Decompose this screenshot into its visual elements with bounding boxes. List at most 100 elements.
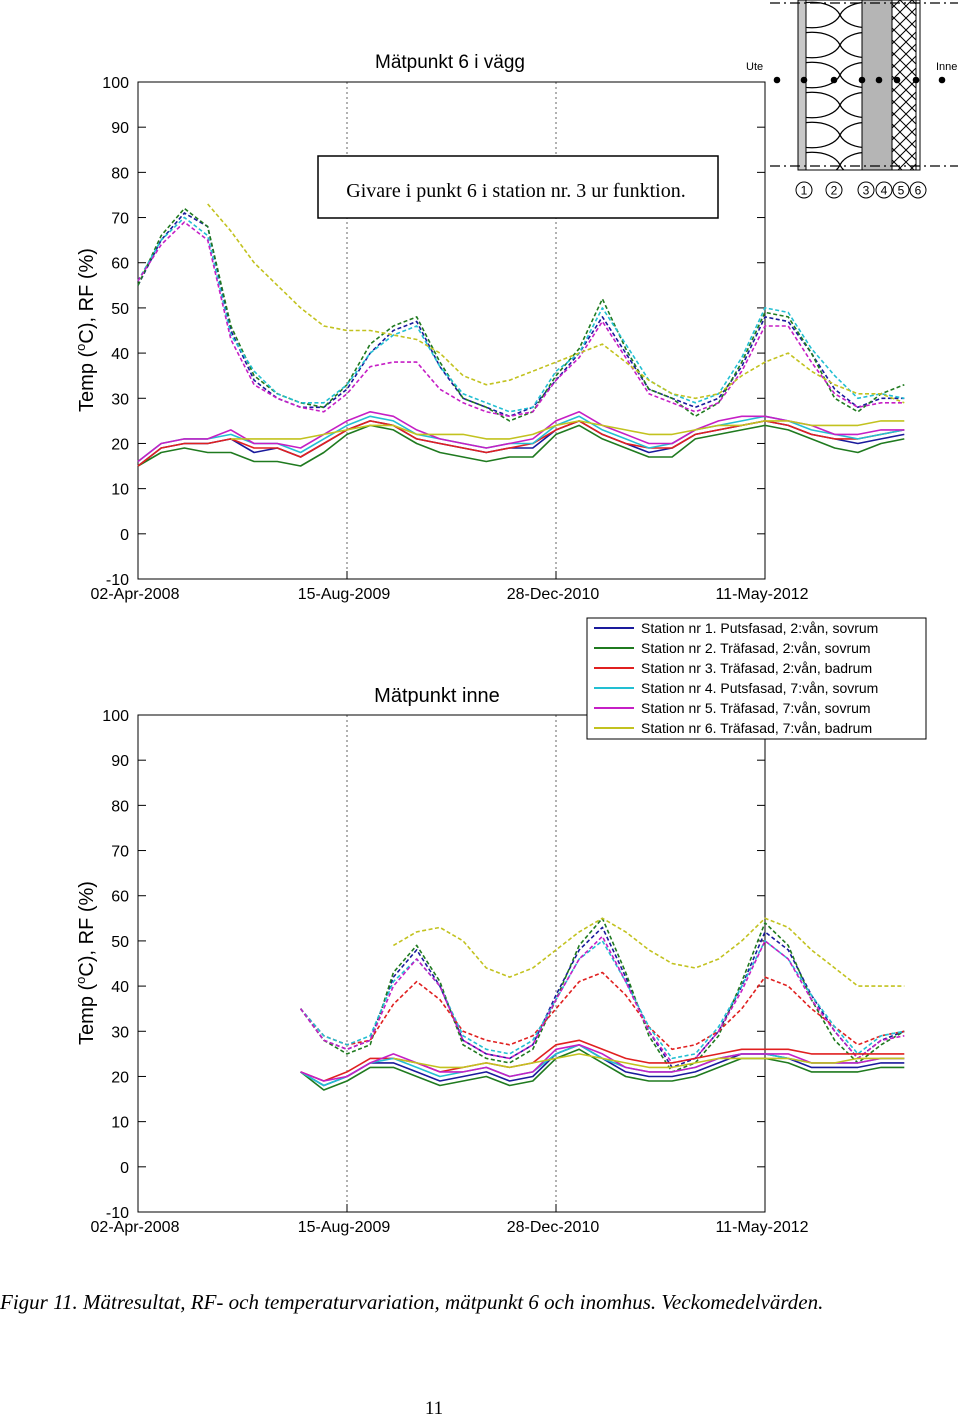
series-group (299, 917, 905, 1091)
series-line-station-2-rf (137, 207, 905, 422)
y-tick-label: 50 (111, 934, 129, 951)
series-line-station-6-temp (393, 1053, 905, 1069)
dot-inne (938, 76, 946, 84)
y-tick-label: 100 (102, 75, 129, 92)
series-line-station-1-rf (137, 212, 905, 418)
y-tick-label: 50 (111, 301, 129, 318)
legend-box (586, 617, 927, 740)
x-tick-label: 28-Dec-2010 (507, 1219, 600, 1236)
series-line-station-3-temp (137, 420, 905, 467)
y-tick-label: 70 (111, 211, 129, 228)
x-tick-label: 02-Apr-2008 (91, 586, 180, 603)
dot-4 (875, 76, 883, 84)
ylabel-sup: o (73, 344, 88, 351)
ute-label: Ute (746, 61, 763, 73)
legend-label-station-6: Station nr 6. Träfasad, 7:vån, badrum (641, 720, 872, 736)
legend-label-station-3: Station nr 3. Träfasad, 2:vån, badrum (641, 660, 872, 676)
x-tick-label: 11-May-2012 (715, 1219, 808, 1236)
y-tick-label: -10 (106, 1205, 129, 1222)
y-tick-label: 10 (111, 1115, 129, 1132)
x-tick-label: 02-Apr-2008 (91, 1219, 180, 1236)
page-number: 11 (424, 1398, 444, 1419)
series-line-station-2-temp (300, 1048, 905, 1091)
x-ticks: 02-Apr-2008 15-Aug-2009 28-Dec-2010 11-May-… (91, 1219, 809, 1236)
grid (137, 714, 766, 1213)
y-tick-label: 30 (111, 1024, 129, 1041)
series-line-station-6-temp (230, 420, 905, 440)
ylabel-rest: C), RF (%) (76, 881, 98, 977)
x-ticks: 02-Apr-2008 15-Aug-2009 28-Dec-2010 11-May-… (91, 586, 809, 603)
legend-label-station-2: Station nr 2. Träfasad, 2:vån, sovrum (641, 640, 871, 656)
y-tick-label: 100 (102, 708, 129, 725)
dot-1 (800, 76, 808, 84)
x-tick-label: 15-Aug-2009 (298, 586, 391, 603)
dot-3 (858, 76, 866, 84)
inne-label: Inne (936, 61, 957, 73)
grid (137, 81, 766, 580)
annotation-text: Givare i punkt 6 i station nr. 3 ur funk… (346, 180, 685, 202)
chart-title: Mätpunkt 6 i vägg (375, 52, 525, 73)
ylabel-base: Temp ( (76, 350, 98, 411)
y-tick-label: 80 (111, 165, 129, 182)
y-tick-label: 60 (111, 256, 129, 273)
y-tick-label: 0 (120, 527, 129, 544)
y-tick-label: 40 (111, 979, 129, 996)
y-tick-label: 90 (111, 753, 129, 770)
y-axis-label: Temp (oC), RF (%) (73, 248, 98, 412)
series-line-station-5-rf (299, 935, 905, 1064)
point-marker-3 (857, 181, 875, 199)
y-axis-label: Temp (oC), RF (%) (73, 881, 98, 1045)
measurement-dots (773, 76, 946, 84)
series-line-station-2-temp (137, 424, 905, 467)
series-group (137, 203, 905, 467)
ylabel-base: Temp ( (76, 983, 98, 1044)
point-marker-label-4: 4 (881, 184, 888, 198)
series-line-station-5-rf (137, 221, 905, 418)
y-tick-label: 20 (111, 436, 129, 453)
y-tick-label: -10 (106, 572, 129, 589)
point-marker-1 (795, 181, 813, 199)
inner-insulation-layer (891, 0, 917, 171)
dot-2 (830, 76, 838, 84)
point-marker-label-3: 3 (863, 184, 870, 198)
ylabel-sup: o (73, 977, 88, 984)
inner-board (915, 0, 921, 171)
figure-caption: Figur 11. Mätresultat, RF- och temperatu… (0, 1290, 824, 1314)
x-tick-label: 15-Aug-2009 (298, 1219, 391, 1236)
legend-label-station-4: Station nr 4. Putsfasad, 7:vån, sovrum (641, 680, 878, 696)
dot-6 (912, 76, 920, 84)
legend-label-station-5: Station nr 5. Träfasad, 7:vån, sovrum (641, 700, 871, 716)
y-tick-label: 20 (111, 1069, 129, 1086)
x-tick-label: 11-May-2012 (715, 586, 808, 603)
concrete-layer (861, 0, 893, 171)
series-line-station-6-rf (207, 203, 905, 404)
render-layer (797, 0, 807, 171)
point-marker-2 (825, 181, 843, 199)
x-tick-label: 28-Dec-2010 (507, 586, 600, 603)
insulation-layer (805, 0, 863, 171)
point-marker-label-5: 5 (898, 184, 905, 198)
y-tick-label: 70 (111, 844, 129, 861)
annotation-box (317, 155, 719, 219)
plot-matpunkt-inne: -10 0 10 20 30 40 50 60 70 80 90 100 02-Apr-2008 15-… (73, 685, 905, 1236)
point-marker-label-6: 6 (915, 184, 922, 198)
y-tick-label: 10 (111, 482, 129, 499)
y-ticks: -10 0 10 20 30 40 50 60 70 80 90 100 (102, 75, 129, 589)
y-tick-label: 60 (111, 889, 129, 906)
point-marker-label-2: 2 (831, 184, 838, 198)
series-line-station-4-rf (299, 940, 905, 1060)
series-line-station-3-rf (299, 971, 905, 1051)
plot-frame (137, 714, 766, 1213)
y-tick-label: 80 (111, 798, 129, 815)
ylabel-rest: C), RF (%) (76, 248, 98, 344)
y-tick-label: 40 (111, 346, 129, 363)
y-tick-label: 30 (111, 391, 129, 408)
point-marker-6 (909, 181, 927, 199)
series-line-station-5-temp (137, 411, 905, 463)
series-line-station-4-rf (137, 216, 905, 413)
point-marker-label-1: 1 (801, 184, 808, 198)
